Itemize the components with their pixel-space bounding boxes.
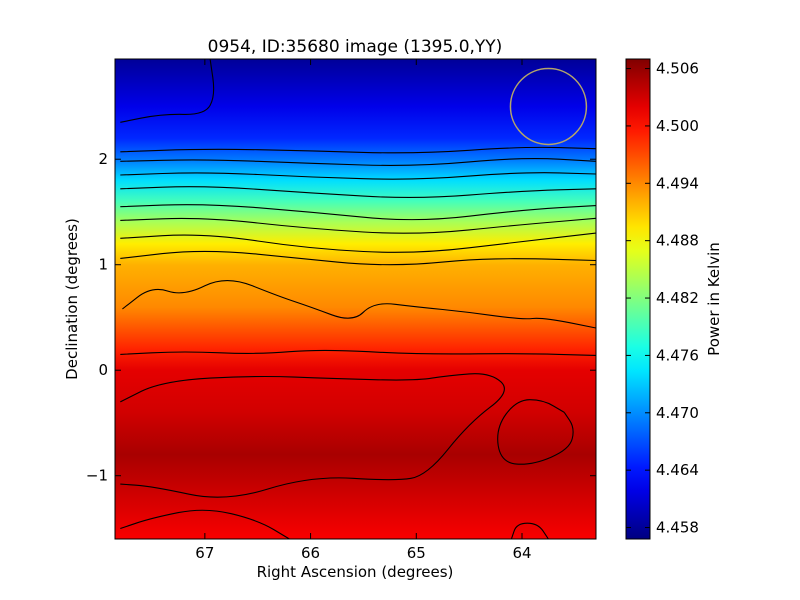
contour-line <box>120 373 505 498</box>
colorbar-ticks: 4.458 4.464 4.470 4.476 4.482 4.488 4.494 4.500… <box>626 60 699 537</box>
contour-line <box>120 217 596 234</box>
chart-title: 0954, ID:35680 image (1395.0,YY) <box>208 37 503 57</box>
heatmap-area <box>115 59 596 539</box>
y-tick-label: −1 <box>86 467 108 485</box>
contour-line <box>510 522 549 539</box>
plot-frame <box>114 58 597 540</box>
heatmap-field <box>115 59 596 539</box>
contour-line <box>120 172 596 180</box>
colorbar-gradient <box>625 58 651 540</box>
y-tick-label: 2 <box>98 150 108 168</box>
contour-line <box>120 59 215 123</box>
colorbar-tick-label: 4.482 <box>656 289 699 307</box>
x-axis-label: Right Ascension (degrees) <box>257 563 454 581</box>
x-tick-label: 65 <box>407 544 426 562</box>
x-tick-label: 67 <box>195 544 214 562</box>
contour-line <box>122 280 596 329</box>
contour-line <box>120 232 596 253</box>
colorbar-tick-label: 4.470 <box>656 404 699 422</box>
contour-line <box>120 158 596 166</box>
colorbar-tick-label: 4.476 <box>656 346 699 364</box>
contour-line <box>120 509 290 539</box>
contour-line <box>120 250 596 266</box>
y-tick-label: 0 <box>98 361 108 379</box>
contour-line <box>120 349 596 356</box>
contour-line <box>120 146 596 154</box>
colorbar-label: Power in Kelvin <box>705 242 723 356</box>
x-axis-ticks: 67 66 65 64 <box>195 59 532 562</box>
colorbar: 4.458 4.464 4.470 4.476 4.482 4.488 4.494 4.500… <box>625 58 723 540</box>
y-axis-label: Declination (degrees) <box>63 218 81 380</box>
contour-line <box>120 204 596 221</box>
beam-marker <box>509 67 588 146</box>
colorbar-tick-label: 4.500 <box>656 117 699 135</box>
y-axis-ticks: −1 0 1 2 <box>86 150 596 485</box>
x-tick-label: 66 <box>301 544 320 562</box>
contour-line <box>120 186 596 199</box>
y-tick-label: 1 <box>98 256 108 274</box>
colorbar-tick-label: 4.458 <box>656 519 699 537</box>
x-tick-label: 64 <box>512 544 531 562</box>
colorbar-tick-label: 4.464 <box>656 461 699 479</box>
contour-lines <box>120 59 596 539</box>
contour-line <box>497 399 574 465</box>
colorbar-tick-label: 4.494 <box>656 174 699 192</box>
colorbar-tick-label: 4.506 <box>656 60 699 78</box>
colorbar-tick-label: 4.488 <box>656 232 699 250</box>
